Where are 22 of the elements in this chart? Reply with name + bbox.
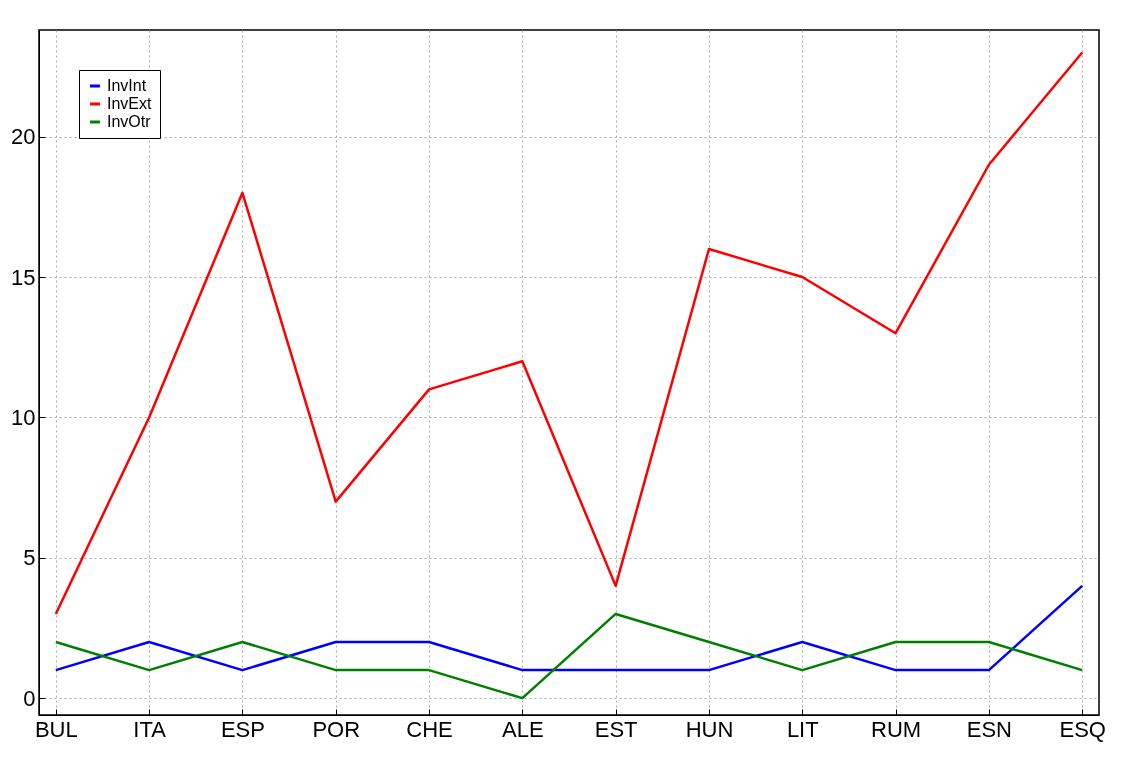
line-series [54,612,1084,700]
x-tick-label: ITA [133,716,167,742]
y-tick-label: 5 [23,545,36,571]
y-tick-label: 15 [11,264,36,290]
x-tick-label: CHE [406,716,453,742]
x-tick-label: POR [312,716,361,742]
x-tick-label: BUL [34,716,78,742]
x-tick-label: ESP [220,716,265,742]
y-tick-label: 10 [11,404,36,430]
x-tick-label: ESQ [1059,716,1106,742]
x-tick-label: HUN [685,716,734,742]
x-tick-label: EST [594,716,638,742]
x-tick-label: RUM [871,716,922,742]
y-tick-label: 0 [23,685,36,711]
x-tick-label: LIT [786,716,819,742]
x-tick-label: ALE [502,716,544,742]
line-series [54,51,1084,616]
legend-label: InvExt [107,95,153,112]
y-tick-label: 20 [11,124,36,150]
x-tick-label: ESN [966,716,1013,742]
legend-label: InvOtr [107,113,152,130]
legend-label: InvInt [107,77,147,94]
